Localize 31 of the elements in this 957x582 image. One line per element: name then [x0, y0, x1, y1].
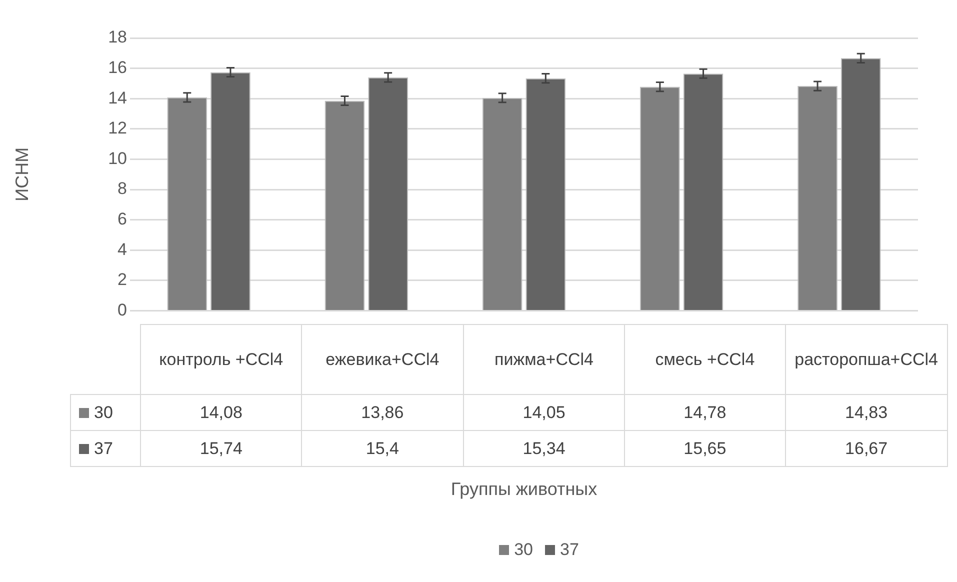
- data-label: 15,65: [624, 430, 786, 466]
- y-tick-label: 10: [108, 148, 127, 168]
- data-label: 14,08: [140, 394, 302, 430]
- y-tick-label: 0: [118, 300, 127, 320]
- y-axis-title: ИСНМ: [12, 147, 32, 202]
- text: Группы животных: [450, 479, 598, 500]
- text: 37: [560, 540, 579, 559]
- y-tick-label: 18: [108, 28, 127, 47]
- text: 30: [514, 540, 533, 559]
- y-tick-label: 2: [118, 270, 127, 290]
- legend-label: 37: [94, 438, 113, 458]
- x-tick-label: контроль +CCl4: [140, 324, 302, 394]
- data-label: 15,34: [463, 430, 625, 466]
- data-label: 13,86: [302, 394, 464, 430]
- data-label: 14,05: [463, 394, 625, 430]
- data-label: 15,74: [140, 430, 302, 466]
- data-label: 15,4: [302, 430, 464, 466]
- y-tick-label: 12: [108, 118, 127, 138]
- y-tick-label: 4: [118, 240, 127, 259]
- data-label: 14,78: [624, 394, 786, 430]
- x-tick-label: смесь +CCl4: [624, 324, 786, 394]
- legend-label: 30: [94, 402, 113, 422]
- y-tick-label: 14: [108, 88, 127, 108]
- y-tick-label: 6: [118, 210, 127, 229]
- x-tick-label: ежевика+CCl4: [302, 324, 464, 394]
- data-label: 16,67: [785, 430, 948, 466]
- y-tick-label: 8: [118, 179, 127, 198]
- y-tick-label: 16: [108, 58, 127, 77]
- data-label: 14,83: [785, 394, 948, 430]
- x-tick-label: пижма+CCl4: [463, 324, 625, 394]
- x-tick-label: расторопша+CCl4: [785, 324, 948, 394]
